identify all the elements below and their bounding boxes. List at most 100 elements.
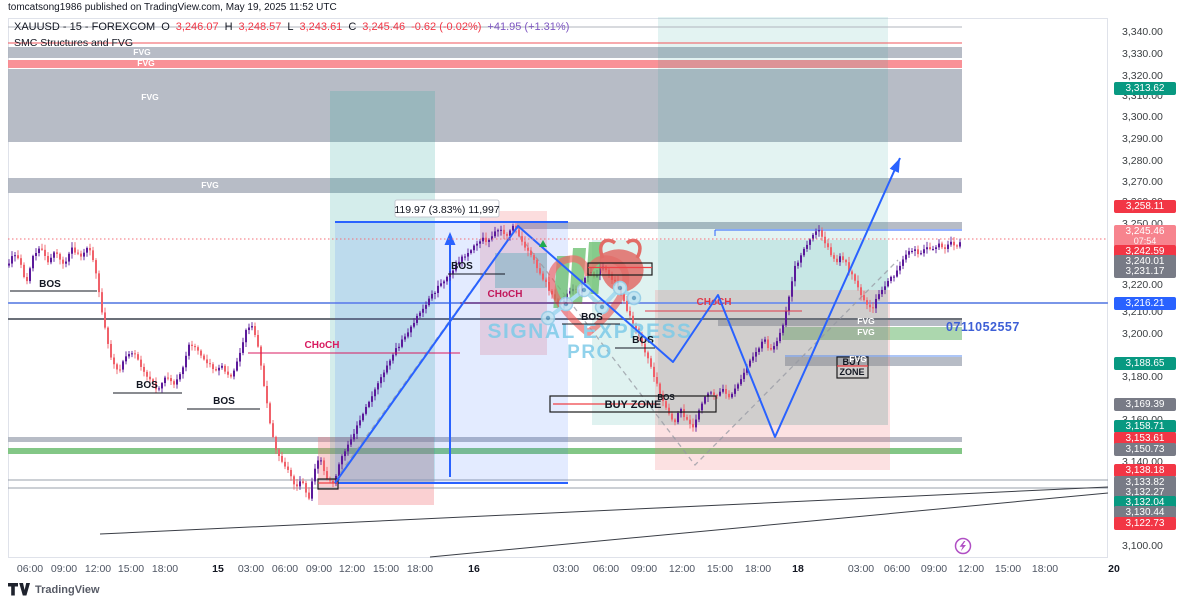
fvg-label: FVG	[133, 47, 151, 57]
projection-zigzag[interactable]	[334, 157, 901, 484]
price-tick: 3,270.00	[1122, 176, 1163, 188]
price-tick: 3,220.00	[1122, 279, 1163, 291]
time-axis-label: 15:00	[372, 563, 400, 575]
price-badge: 3,138.18	[1114, 464, 1176, 477]
ohlc-value: C	[348, 21, 357, 33]
phone-watermark: 0711052557	[946, 320, 1020, 334]
price-badge: 3,122.73	[1114, 517, 1176, 530]
price-badge: 3,133.82	[1114, 476, 1176, 489]
structure-label-bos: BOS	[657, 393, 675, 402]
price-tick: 3,300.00	[1122, 111, 1163, 123]
price-badge: 3,150.73	[1114, 443, 1176, 456]
zone	[480, 211, 547, 355]
time-axis-label: 06:00	[271, 563, 299, 575]
trendline[interactable]	[99, 486, 1109, 535]
ohlc-value: 3,243.61	[299, 21, 343, 33]
structure-label-bos: BOS	[136, 380, 158, 391]
tradingview-logo[interactable]: TradingView	[8, 583, 100, 596]
price-badge: 3,130.44	[1114, 506, 1176, 519]
zone	[8, 69, 962, 142]
fvg-label: FVG	[857, 327, 875, 337]
order-block-box	[317, 478, 339, 490]
time-axis-label: 06:00	[16, 563, 44, 575]
price-tick: 3,200.00	[1122, 328, 1163, 340]
event-lightning-icon[interactable]	[954, 537, 972, 555]
structure-label-choch: CHoCH	[305, 340, 340, 351]
time-axis-label: 12:00	[84, 563, 112, 575]
time-axis-label: 03:00	[847, 563, 875, 575]
measure-label: 119.97 (3.83%) 11,997	[394, 204, 499, 216]
structure-label-bos: BOS	[39, 279, 61, 290]
price-badge: 3,242.59	[1114, 245, 1176, 258]
time-axis-label: 18:00	[406, 563, 434, 575]
zone	[517, 222, 962, 229]
price-badge: 3,153.61	[1114, 432, 1176, 445]
price-axis[interactable]: 3,340.00 3,330.00 3,320.00 3,310.00 3,300.00…	[1112, 18, 1180, 558]
time-axis-label: 09:00	[305, 563, 333, 575]
price-badge: 3,132.04	[1114, 496, 1176, 509]
structure-label-bos: BOS	[632, 335, 654, 346]
price-tick: 3,320.00	[1122, 70, 1163, 82]
price-badge: 3,158.71	[1114, 420, 1176, 433]
published-caption: tomcatsong1986 published on TradingView.…	[8, 2, 337, 13]
fvg-label: FVG	[141, 92, 159, 102]
price-badge: 3,169.39	[1114, 398, 1176, 411]
price-badge: 3,313.62	[1114, 82, 1176, 95]
time-axis-label: 09:00	[50, 563, 78, 575]
time-axis-label: 18:00	[151, 563, 179, 575]
zone	[8, 178, 962, 193]
time-axis-label: 03:00	[237, 563, 265, 575]
zone	[8, 448, 962, 454]
time-axis-label: 06:00	[592, 563, 620, 575]
ohlc-value: 3,246.07	[175, 21, 219, 33]
symbol-title[interactable]: XAUUSD - 15 - FOREXCOM	[14, 21, 156, 33]
time-axis-day-label: 15	[212, 563, 224, 575]
trendline[interactable]	[429, 492, 1109, 558]
fvg-label: FVG	[201, 180, 219, 190]
fvg-label: FVG	[137, 58, 155, 68]
price-tick: 3,340.00	[1122, 26, 1163, 38]
time-axis-label: 15:00	[706, 563, 734, 575]
price-tick: 3,180.00	[1122, 371, 1163, 383]
price-badge: 3,188.65	[1114, 357, 1176, 370]
zone	[495, 253, 547, 288]
watermark-line1: SIGNAL EXPRESS	[488, 320, 693, 343]
zone	[655, 290, 890, 470]
price-tick: 3,330.00	[1122, 48, 1163, 60]
time-axis-label: 12:00	[957, 563, 985, 575]
price-tick: 3,290.00	[1122, 133, 1163, 145]
ohlc-value: 3,245.46	[362, 21, 406, 33]
time-axis-label: 09:00	[920, 563, 948, 575]
buy-zone-label: BUY ZONE	[605, 399, 662, 411]
structure-label-bos: BOS	[451, 261, 473, 272]
zone	[8, 60, 962, 68]
zone	[785, 357, 962, 366]
time-axis-label: 12:00	[338, 563, 366, 575]
symbol-ohlc-row[interactable]: XAUUSD - 15 - FOREXCOM O 3,246.07 H 3,248.57…	[14, 21, 575, 33]
structure-label-choch: CHoCH	[488, 289, 523, 300]
ohlc-value: H	[224, 21, 233, 33]
time-axis-day-label: 18	[792, 563, 804, 575]
price-badge: 3,258.11	[1114, 200, 1176, 213]
time-axis-label: 12:00	[668, 563, 696, 575]
fvg-label: FVG	[849, 354, 867, 364]
order-block-box	[836, 356, 869, 379]
buy-zone-label: BUY	[842, 357, 861, 367]
ohlc-value: 3,248.57	[238, 21, 282, 33]
zone	[8, 47, 962, 58]
structure-label-bos: BOS	[213, 396, 235, 407]
price-badge: 3,216.21	[1114, 297, 1176, 310]
fvg-label: FVG	[857, 316, 875, 326]
ohlc-value: L	[287, 21, 294, 33]
ohlc-value: O	[161, 21, 170, 33]
price-badge: 3,240.01	[1114, 255, 1176, 268]
order-block-box	[549, 395, 717, 413]
time-axis-label: 18:00	[1031, 563, 1059, 575]
time-axis[interactable]: 06:00 09:00 12:00 15:00 18:00 15 03:00 06:00 09:…	[8, 560, 1120, 580]
bull-icon	[599, 249, 644, 292]
indicator-name[interactable]: SMC Structures and FVG	[14, 37, 134, 49]
